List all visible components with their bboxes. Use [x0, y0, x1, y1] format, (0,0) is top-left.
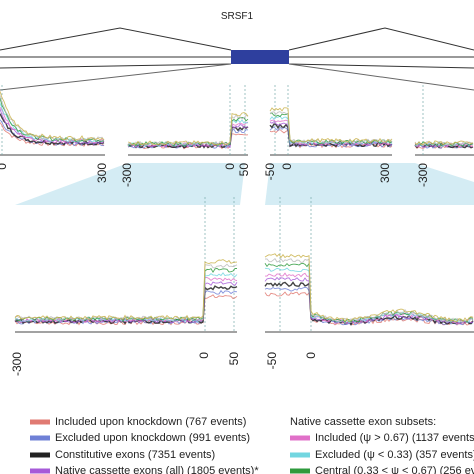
legend-label: Native cassette exons (all) (1805 events… — [55, 465, 259, 474]
profile-curve — [264, 276, 474, 325]
tick-label: -50 — [265, 352, 279, 370]
zoom-line — [0, 63, 232, 91]
tick-label: 0 — [304, 352, 318, 359]
tick-label: 300 — [378, 163, 392, 183]
exon — [231, 50, 289, 64]
tick-label: -300 — [120, 163, 134, 187]
tick-label: -50 — [263, 163, 277, 181]
zoom-band — [15, 163, 245, 205]
zoom-line — [0, 63, 232, 69]
profile-curve — [0, 108, 105, 145]
legend-label: Constitutive exons (7351 events) — [55, 449, 215, 461]
profile-curve — [14, 259, 238, 321]
tick-label: 0 — [197, 352, 211, 359]
legend-label: Excluded upon knockdown (991 events) — [55, 432, 250, 444]
profile-curve — [127, 112, 249, 146]
zoom-line — [288, 63, 474, 69]
tick-label: 0 — [0, 163, 9, 170]
profile-curve — [127, 118, 249, 147]
tick-label: 300 — [95, 163, 109, 183]
title: SRSF1 — [221, 11, 254, 22]
profile-curve — [264, 286, 474, 326]
legend-label: Included upon knockdown (767 events) — [55, 416, 246, 428]
profile-curve — [269, 107, 393, 144]
profile-curve — [0, 95, 105, 142]
tick-label: -300 — [10, 352, 24, 376]
profile-curve — [0, 98, 104, 143]
profile-curve — [414, 140, 474, 147]
legend-label: Included (ψ > 0.67) (1137 events) — [315, 432, 474, 444]
profile-curve — [264, 272, 474, 325]
legend-label: Central (0.33 < ψ < 0.67) (256 events) — [315, 465, 474, 474]
legend-title: Native cassette exon subsets: — [290, 416, 436, 428]
tick-label: 50 — [237, 163, 251, 177]
profile-curve — [264, 267, 474, 324]
tick-label: 50 — [227, 352, 241, 366]
intron-line — [0, 27, 232, 51]
profile-curve — [264, 258, 474, 324]
legend-label: Excluded (ψ < 0.33) (357 events) — [315, 449, 474, 461]
profile-curve — [269, 123, 393, 148]
tick-label: 0 — [280, 163, 294, 170]
zoom-band — [265, 163, 474, 205]
profile-curve — [264, 253, 474, 323]
tick-label: 0 — [223, 163, 237, 170]
profile-curve — [0, 91, 105, 141]
profile-curve — [414, 140, 474, 146]
profile-curve — [14, 276, 238, 323]
profile-curve — [269, 115, 393, 146]
tick-label: -300 — [416, 163, 430, 187]
zoom-line — [288, 63, 474, 91]
intron-line — [288, 27, 474, 51]
